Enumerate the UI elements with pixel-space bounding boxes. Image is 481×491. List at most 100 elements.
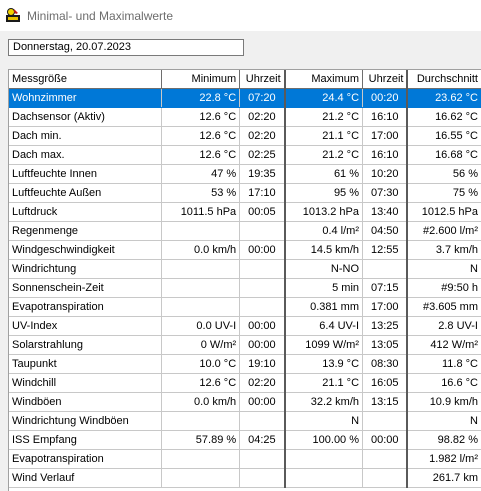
table-row[interactable]: ISS Empfang 57.89 % 04:25 100.00 % 00:00 98.8… — [9, 430, 481, 450]
cell-name: Taupunkt — [9, 354, 163, 374]
cell-max-time: 07:15 — [362, 278, 408, 298]
cell-max-time: 13:15 — [362, 392, 408, 412]
cell-minimum — [161, 259, 241, 279]
table-row[interactable]: Wind Verlauf 261.7 km — [9, 468, 481, 488]
cell-maximum: 24.4 °C — [283, 88, 364, 108]
cell-minimum: 57.89 % — [161, 430, 241, 450]
cell-average: 98.82 % — [406, 430, 481, 450]
cell-maximum: 6.4 UV-I — [283, 316, 364, 336]
cell-min-time — [239, 449, 286, 469]
cell-average: 3.7 km/h — [406, 240, 481, 260]
cell-min-time: 17:10 — [239, 183, 286, 203]
cell-max-time: 16:10 — [362, 145, 408, 165]
cell-maximum: 95 % — [283, 183, 364, 203]
date-field[interactable]: Donnerstag, 20.07.2023 — [8, 39, 244, 56]
table-row[interactable]: Wohnzimmer 22.8 °C 07:20 24.4 °C 00:20 23.62 … — [9, 88, 481, 108]
cell-min-time: 00:00 — [239, 240, 286, 260]
cell-max-time: 13:40 — [362, 202, 408, 222]
cell-min-time: 00:00 — [239, 316, 286, 336]
table-row[interactable]: Regenmenge 0.4 l/m² 04:50 #2.600 l/m² — [9, 221, 481, 241]
cell-maximum: 13.9 °C — [283, 354, 364, 374]
header-uhrzeit-max[interactable]: Uhrzeit — [362, 70, 408, 89]
cell-max-time: 12:55 — [362, 240, 408, 260]
table-row[interactable]: Taupunkt 10.0 °C 19:10 13.9 °C 08:30 11.8 °C — [9, 354, 481, 374]
cell-max-time: 13:25 — [362, 316, 408, 336]
cell-average: 16.55 °C — [406, 126, 481, 146]
header-durchschnitt[interactable]: Durchschnitt — [406, 70, 481, 89]
cell-max-time: 17:00 — [362, 126, 408, 146]
table-row[interactable]: Evapotranspiration 0.381 mm 17:00 #3.605 mm — [9, 297, 481, 317]
cell-maximum: 1099 W/m² — [283, 335, 364, 355]
cell-max-time: 16:10 — [362, 107, 408, 127]
cell-maximum: 0.381 mm — [283, 297, 364, 317]
cell-average: #9:50 h — [406, 278, 481, 298]
cell-minimum: 0.0 UV-I — [161, 316, 241, 336]
cell-minimum — [161, 221, 241, 241]
cell-minimum — [161, 297, 241, 317]
cell-average: #3.605 mm — [406, 297, 481, 317]
table-row[interactable]: Sonnenschein-Zeit 5 min 07:15 #9:50 h — [9, 278, 481, 298]
cell-name: Luftfeuchte Außen — [9, 183, 163, 203]
cell-max-time — [362, 259, 408, 279]
cell-name: Wind Verlauf — [9, 468, 163, 488]
header-messgroesse[interactable]: Messgröße — [9, 70, 163, 89]
cell-max-time: 00:00 — [362, 430, 408, 450]
cell-max-time: 10:20 — [362, 164, 408, 184]
cell-min-time: 02:20 — [239, 373, 286, 393]
cell-average: 56 % — [406, 164, 481, 184]
cell-average: 16.68 °C — [406, 145, 481, 165]
table-row[interactable]: Windböen 0.0 km/h 00:00 32.2 km/h 13:15 10.9 … — [9, 392, 481, 412]
cell-minimum — [161, 449, 241, 469]
cell-name: Solarstrahlung — [9, 335, 163, 355]
cell-max-time: 13:05 — [362, 335, 408, 355]
table-row[interactable]: Dach max. 12.6 °C 02:25 21.2 °C 16:10 16.68 °… — [9, 145, 481, 165]
cell-minimum: 47 % — [161, 164, 241, 184]
table-row[interactable]: Windrichtung Windböen N N — [9, 411, 481, 431]
table-row[interactable]: Dachsensor (Aktiv) 12.6 °C 02:20 21.2 °C 16:… — [9, 107, 481, 127]
cell-average: N — [406, 411, 481, 431]
cell-max-time: 08:30 — [362, 354, 408, 374]
cell-min-time: 02:20 — [239, 126, 286, 146]
table-row[interactable]: UV-Index 0.0 UV-I 00:00 6.4 UV-I 13:25 2.8 UV… — [9, 316, 481, 336]
cell-name: Dachsensor (Aktiv) — [9, 107, 163, 127]
table-row[interactable]: Dach min. 12.6 °C 02:20 21.1 °C 17:00 16.55 °… — [9, 126, 481, 146]
header-minimum[interactable]: Minimum — [161, 70, 241, 89]
cell-maximum: 21.2 °C — [283, 145, 364, 165]
table-row[interactable]: Luftdruck 1011.5 hPa 00:05 1013.2 hPa 13:40 1… — [9, 202, 481, 222]
cell-max-time: 17:00 — [362, 297, 408, 317]
cell-min-time: 19:10 — [239, 354, 286, 374]
cell-min-time — [239, 221, 286, 241]
cell-name: Luftfeuchte Innen — [9, 164, 163, 184]
cell-max-time: 16:05 — [362, 373, 408, 393]
header-maximum[interactable]: Maximum — [283, 70, 364, 89]
cell-minimum: 12.6 °C — [161, 107, 241, 127]
weather-station-icon — [6, 8, 20, 22]
cell-maximum: 21.1 °C — [283, 373, 364, 393]
cell-min-time: 00:00 — [239, 392, 286, 412]
cell-maximum: 1013.2 hPa — [283, 202, 364, 222]
table-row[interactable]: Luftfeuchte Innen 47 % 19:35 61 % 10:20 56 % — [9, 164, 481, 184]
cell-minimum: 53 % — [161, 183, 241, 203]
table-row[interactable]: Windgeschwindigkeit 0.0 km/h 00:00 14.5 km/… — [9, 240, 481, 260]
table-row[interactable]: Evapotranspiration 1.982 l/m² — [9, 449, 481, 469]
cell-maximum: 0.4 l/m² — [283, 221, 364, 241]
table-row[interactable]: Solarstrahlung 0 W/m² 00:00 1099 W/m² 13:05 4… — [9, 335, 481, 355]
cell-minimum — [161, 468, 241, 488]
table-row[interactable]: Windrichtung N-NO N — [9, 259, 481, 279]
cell-name: Windrichtung — [9, 259, 163, 279]
cell-max-time — [362, 411, 408, 431]
table-row[interactable]: Luftfeuchte Außen 53 % 17:10 95 % 07:30 75 % — [9, 183, 481, 203]
cell-average: 261.7 km — [406, 468, 481, 488]
cell-average: 10.9 km/h — [406, 392, 481, 412]
table-row[interactable]: Windchill 12.6 °C 02:20 21.1 °C 16:05 16.6 °C — [9, 373, 481, 393]
cell-name: Luftdruck — [9, 202, 163, 222]
cell-name: Dach min. — [9, 126, 163, 146]
header-uhrzeit-min[interactable]: Uhrzeit — [239, 70, 286, 89]
cell-min-time: 19:35 — [239, 164, 286, 184]
cell-minimum: 12.6 °C — [161, 126, 241, 146]
cell-maximum: 5 min — [283, 278, 364, 298]
cell-min-time — [239, 278, 286, 298]
min-max-table: Messgröße Minimum Uhrzeit Maximum Uhrzei… — [8, 69, 481, 491]
cell-name: Dach max. — [9, 145, 163, 165]
cell-maximum: N-NO — [283, 259, 364, 279]
